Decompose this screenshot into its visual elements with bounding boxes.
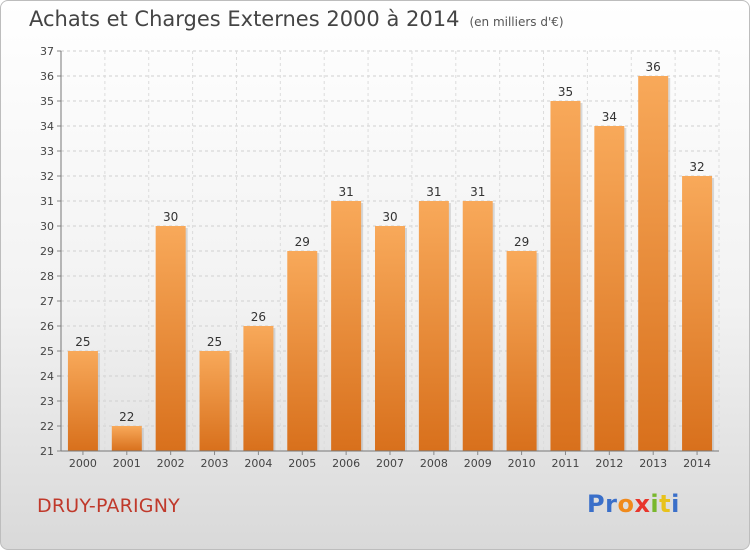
x-tick-label: 2009 — [464, 457, 492, 470]
logo-letter: t — [659, 490, 672, 518]
y-tick-label: 21 — [40, 445, 54, 458]
bar-value-label: 34 — [602, 110, 617, 124]
bar — [375, 226, 405, 451]
logo-letter: i — [671, 490, 680, 518]
bar-value-label: 29 — [295, 235, 310, 249]
y-tick-label: 25 — [40, 345, 54, 358]
bar — [594, 126, 625, 451]
bar — [638, 76, 669, 451]
bar — [506, 251, 537, 451]
bar — [682, 176, 713, 451]
y-tick-label: 24 — [40, 370, 54, 383]
x-tick-label: 2001 — [113, 457, 141, 470]
bar-value-label: 31 — [470, 185, 485, 199]
logo-letter: r — [605, 490, 618, 518]
y-tick-label: 27 — [40, 295, 54, 308]
x-tick-label: 2011 — [551, 457, 579, 470]
y-tick-label: 22 — [40, 420, 54, 433]
bar — [199, 351, 230, 451]
y-tick-label: 34 — [40, 120, 54, 133]
chart-subtitle: (en milliers d'€) — [469, 15, 564, 29]
y-tick-label: 33 — [40, 145, 54, 158]
bar — [243, 326, 274, 451]
bar — [331, 201, 362, 451]
x-tick-label: 2007 — [376, 457, 404, 470]
bar-value-label: 35 — [558, 85, 573, 99]
y-tick-label: 32 — [40, 170, 54, 183]
bar — [111, 426, 142, 451]
bar-value-label: 36 — [646, 60, 661, 74]
logo-letter: i — [650, 490, 660, 518]
bar-value-label: 25 — [207, 335, 222, 349]
bar-value-label: 26 — [251, 310, 266, 324]
x-tick-label: 2004 — [244, 457, 272, 470]
bar — [418, 201, 449, 451]
bar-value-label: 22 — [119, 410, 134, 424]
bars: 25 22 30 25 26 29 31 30 31 31 29 35 34 36 32 — [67, 60, 715, 451]
bar — [550, 101, 581, 451]
bar-value-label: 31 — [338, 185, 353, 199]
commune-name: DRUY-PARIGNY — [37, 495, 180, 517]
x-tick-label: 2014 — [683, 457, 711, 470]
bar-value-label: 25 — [75, 335, 90, 349]
y-tick-label: 35 — [40, 95, 54, 108]
y-tick-label: 36 — [40, 70, 54, 83]
x-tick-label: 2008 — [420, 457, 448, 470]
x-tick-label: 2003 — [201, 457, 229, 470]
proxiti-logo: Proxiti — [587, 490, 680, 518]
axes: 21 22 23 24 25 26 27 28 29 30 31 32 33 34 35 36 37 2000 20… — [40, 45, 719, 470]
logo-letter: o — [617, 490, 635, 518]
chart-title-text: Achats et Charges Externes 2000 à 2014 — [29, 7, 460, 31]
logo-letter: P — [587, 490, 606, 518]
y-tick-label: 30 — [40, 220, 54, 233]
bar-value-label: 29 — [514, 235, 529, 249]
x-tick-label: 2002 — [157, 457, 185, 470]
bar — [67, 351, 98, 451]
y-tick-label: 26 — [40, 320, 54, 333]
y-tick-label: 31 — [40, 195, 54, 208]
y-tick-label: 29 — [40, 245, 54, 258]
bar-value-label: 30 — [163, 210, 178, 224]
y-tick-label: 23 — [40, 395, 54, 408]
x-tick-label: 2000 — [69, 457, 97, 470]
bar — [287, 251, 318, 451]
chart-title: Achats et Charges Externes 2000 à 2014 (e… — [29, 7, 564, 31]
bar — [462, 201, 493, 451]
x-tick-label: 2010 — [508, 457, 536, 470]
y-tick-label: 28 — [40, 270, 54, 283]
x-tick-label: 2006 — [332, 457, 360, 470]
logo-letter: x — [634, 490, 651, 518]
x-tick-label: 2005 — [288, 457, 316, 470]
bar-value-label: 32 — [689, 160, 704, 174]
bar-value-label: 31 — [426, 185, 441, 199]
x-tick-label: 2013 — [639, 457, 667, 470]
x-tick-label: 2012 — [595, 457, 623, 470]
y-tick-label: 37 — [40, 45, 54, 58]
bar-value-label: 30 — [382, 210, 397, 224]
bar — [155, 226, 186, 451]
